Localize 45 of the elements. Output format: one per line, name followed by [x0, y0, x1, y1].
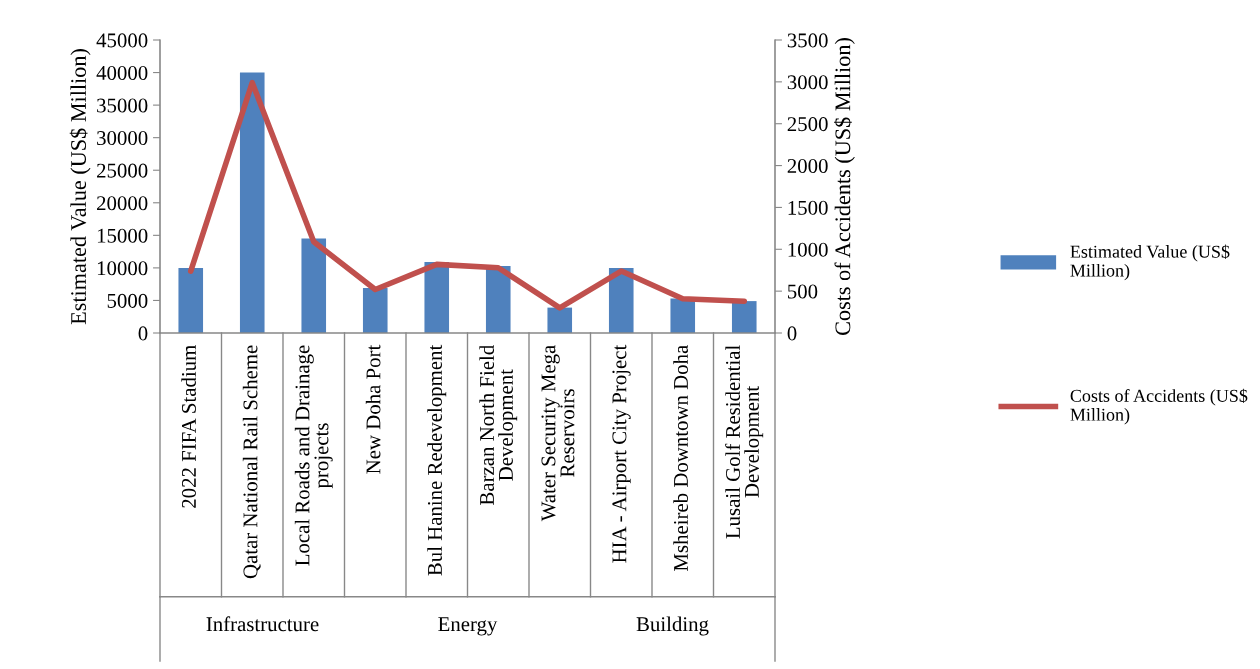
- y-tick-label: 45000: [96, 33, 148, 48]
- x-tick-label: Bul Hanine Redevelopment: [427, 344, 447, 576]
- y-tick-label: 5000: [107, 293, 148, 308]
- bar: [670, 298, 696, 333]
- y2-tick-label: 1000: [788, 242, 828, 257]
- text: Energy: [438, 617, 498, 636]
- legend-label: Estimated Value (US$ Million): [1070, 244, 1230, 281]
- x-tick-label: Lusail Golf Residential Development: [725, 345, 764, 539]
- bar: [485, 265, 511, 333]
- bar: [178, 267, 204, 333]
- y-tick-label: 40000: [96, 65, 148, 80]
- bar: [362, 288, 388, 333]
- y-tick-label: 25000: [97, 163, 148, 178]
- legend-label: Costs of Accidents (US$ Million): [1070, 388, 1248, 425]
- bar: [424, 262, 450, 333]
- x-tick-label: Barzan North Field Development: [479, 344, 518, 505]
- x-tick-label: Water Security Mega Reservoirs: [541, 345, 575, 522]
- y-axis-title: Estimated Value (US$ Million): [69, 49, 91, 325]
- bar: [608, 267, 634, 333]
- bar: [731, 301, 757, 333]
- y2-tick-label: 500: [788, 284, 818, 299]
- bar: [547, 307, 573, 333]
- y2-axis-title: Costs of Accidents (US$ Million): [834, 38, 855, 335]
- y-tick-label: 30000: [97, 131, 148, 146]
- x-tick-label: Local Roads and Drainage projects: [294, 345, 333, 566]
- bar: [239, 72, 265, 333]
- y2-tick-label: 3000: [787, 75, 828, 90]
- y2-tick-label: 0: [787, 326, 797, 341]
- y-tick-label: 10000: [97, 261, 148, 276]
- bar: [301, 238, 327, 333]
- y-tick-label: 0: [138, 326, 148, 341]
- y2-tick-label: 1500: [788, 200, 828, 215]
- x-tick-label: Msheireb Downtown Doha: [673, 345, 688, 571]
- text: Building: [636, 616, 709, 636]
- x-tick-label: HIA - Airport City Project: [612, 344, 631, 563]
- y-tick-label: 15000: [97, 228, 148, 243]
- x-tick-label: 2022 FIFA Stadium: [181, 345, 196, 508]
- text: Infrastructure: [206, 616, 319, 632]
- y2-tick-label: 2500: [787, 117, 828, 132]
- y2-tick-label: 3500: [787, 33, 828, 48]
- y-tick-label: 20000: [97, 196, 148, 211]
- y2-tick-label: 2000: [787, 158, 828, 173]
- x-tick-label: New Doha Port: [365, 344, 381, 474]
- y-tick-label: 35000: [97, 98, 148, 113]
- x-tick-label: Qatar National Rail Scheme: [242, 345, 261, 579]
